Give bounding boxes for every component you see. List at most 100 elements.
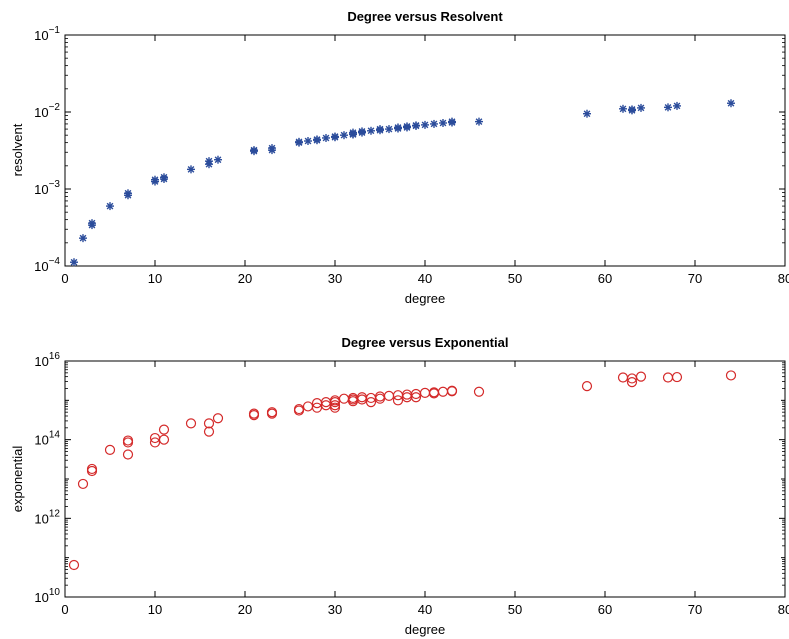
data-point	[203, 418, 215, 429]
x-tick-label: 50	[508, 271, 522, 286]
data-point	[394, 123, 402, 132]
x-tick-label: 80	[778, 271, 789, 286]
x-tick-label: 20	[238, 271, 252, 286]
x-tick-label: 70	[688, 602, 702, 617]
data-point	[302, 401, 314, 412]
y-tick-label: 10−3	[34, 179, 60, 197]
y-axis-label: exponential	[10, 446, 25, 513]
data-point	[673, 101, 681, 110]
data-point	[104, 444, 116, 455]
x-tick-label: 40	[418, 602, 432, 617]
data-point	[626, 377, 638, 388]
axis-ticks: 0 10 20 30 40 50 60 70 80 1010 1012 1014 1016	[34, 351, 789, 617]
data-point	[158, 434, 170, 445]
x-tick-label: 60	[598, 602, 612, 617]
data-point	[410, 392, 422, 403]
data-point	[329, 400, 341, 411]
x-tick-label: 30	[328, 271, 342, 286]
data-point	[158, 424, 170, 435]
data-point	[374, 391, 386, 402]
data-point	[311, 402, 323, 413]
data-point	[662, 372, 674, 383]
data-point	[635, 371, 647, 382]
data-point	[106, 202, 114, 211]
data-point	[124, 189, 132, 198]
data-point	[475, 117, 483, 126]
data-point	[356, 394, 368, 405]
data-points	[68, 370, 737, 571]
x-tick-label: 0	[61, 602, 68, 617]
data-point	[439, 118, 447, 127]
data-point	[473, 386, 485, 397]
data-point	[446, 385, 458, 396]
data-point	[365, 397, 377, 408]
data-point	[205, 157, 213, 166]
data-point	[392, 395, 404, 406]
y-tick-label: 1016	[34, 351, 60, 369]
data-point	[185, 418, 197, 429]
data-point	[149, 437, 161, 448]
data-point	[304, 137, 312, 146]
y-axis-label: resolvent	[10, 123, 25, 176]
data-point	[79, 234, 87, 243]
data-point	[86, 465, 98, 477]
data-point	[122, 435, 134, 446]
data-point	[329, 402, 341, 413]
data-point	[419, 387, 431, 398]
data-point	[349, 128, 357, 137]
data-point	[671, 371, 683, 383]
data-point	[367, 126, 375, 135]
data-points	[70, 99, 735, 267]
data-point	[617, 372, 629, 383]
data-point	[88, 219, 96, 228]
data-point	[403, 122, 411, 131]
data-point	[637, 103, 645, 112]
y-tick-label: 1010	[34, 587, 60, 605]
data-point	[77, 478, 89, 490]
x-tick-label: 70	[688, 271, 702, 286]
chart-title: Degree versus Exponential	[342, 335, 509, 350]
data-point	[331, 132, 339, 141]
x-tick-label: 30	[328, 602, 342, 617]
y-tick-label: 10−4	[34, 256, 60, 274]
data-point	[248, 408, 260, 419]
x-tick-label: 20	[238, 602, 252, 617]
data-point	[727, 99, 735, 108]
x-tick-label: 80	[778, 602, 789, 617]
data-point	[313, 135, 321, 144]
plot-frame	[64, 34, 786, 267]
data-point	[358, 127, 366, 136]
data-point	[268, 144, 276, 153]
x-axis-label: degree	[405, 622, 445, 637]
data-point	[356, 392, 368, 403]
data-point	[266, 407, 278, 418]
chart-exponential: Degree versus Exponential 0 10 20 30 40 50 60 7…	[10, 335, 789, 637]
data-point	[293, 403, 305, 415]
data-point	[212, 413, 224, 424]
data-point	[250, 146, 258, 155]
y-tick-label: 1012	[34, 508, 60, 526]
data-point	[86, 463, 98, 475]
data-point	[725, 370, 737, 381]
x-tick-label: 60	[598, 271, 612, 286]
data-point	[160, 173, 168, 182]
data-point	[448, 117, 456, 126]
data-point	[338, 393, 350, 404]
data-point	[628, 105, 636, 114]
axis-ticks: 0 10 20 30 40 50 60 70 80 10−4 10−3 10−2 10−1	[34, 25, 789, 286]
data-point	[122, 449, 134, 460]
data-point	[430, 119, 438, 128]
data-point	[70, 258, 78, 267]
x-tick-label: 10	[148, 271, 162, 286]
data-point	[421, 120, 429, 129]
chart-title: Degree versus Resolvent	[347, 9, 503, 24]
data-point	[385, 125, 393, 134]
data-point	[203, 426, 215, 437]
data-point	[340, 131, 348, 140]
data-point	[619, 104, 627, 113]
y-tick-label: 10−2	[34, 102, 60, 120]
data-point	[392, 390, 404, 401]
data-point	[583, 109, 591, 118]
data-point	[214, 155, 222, 164]
